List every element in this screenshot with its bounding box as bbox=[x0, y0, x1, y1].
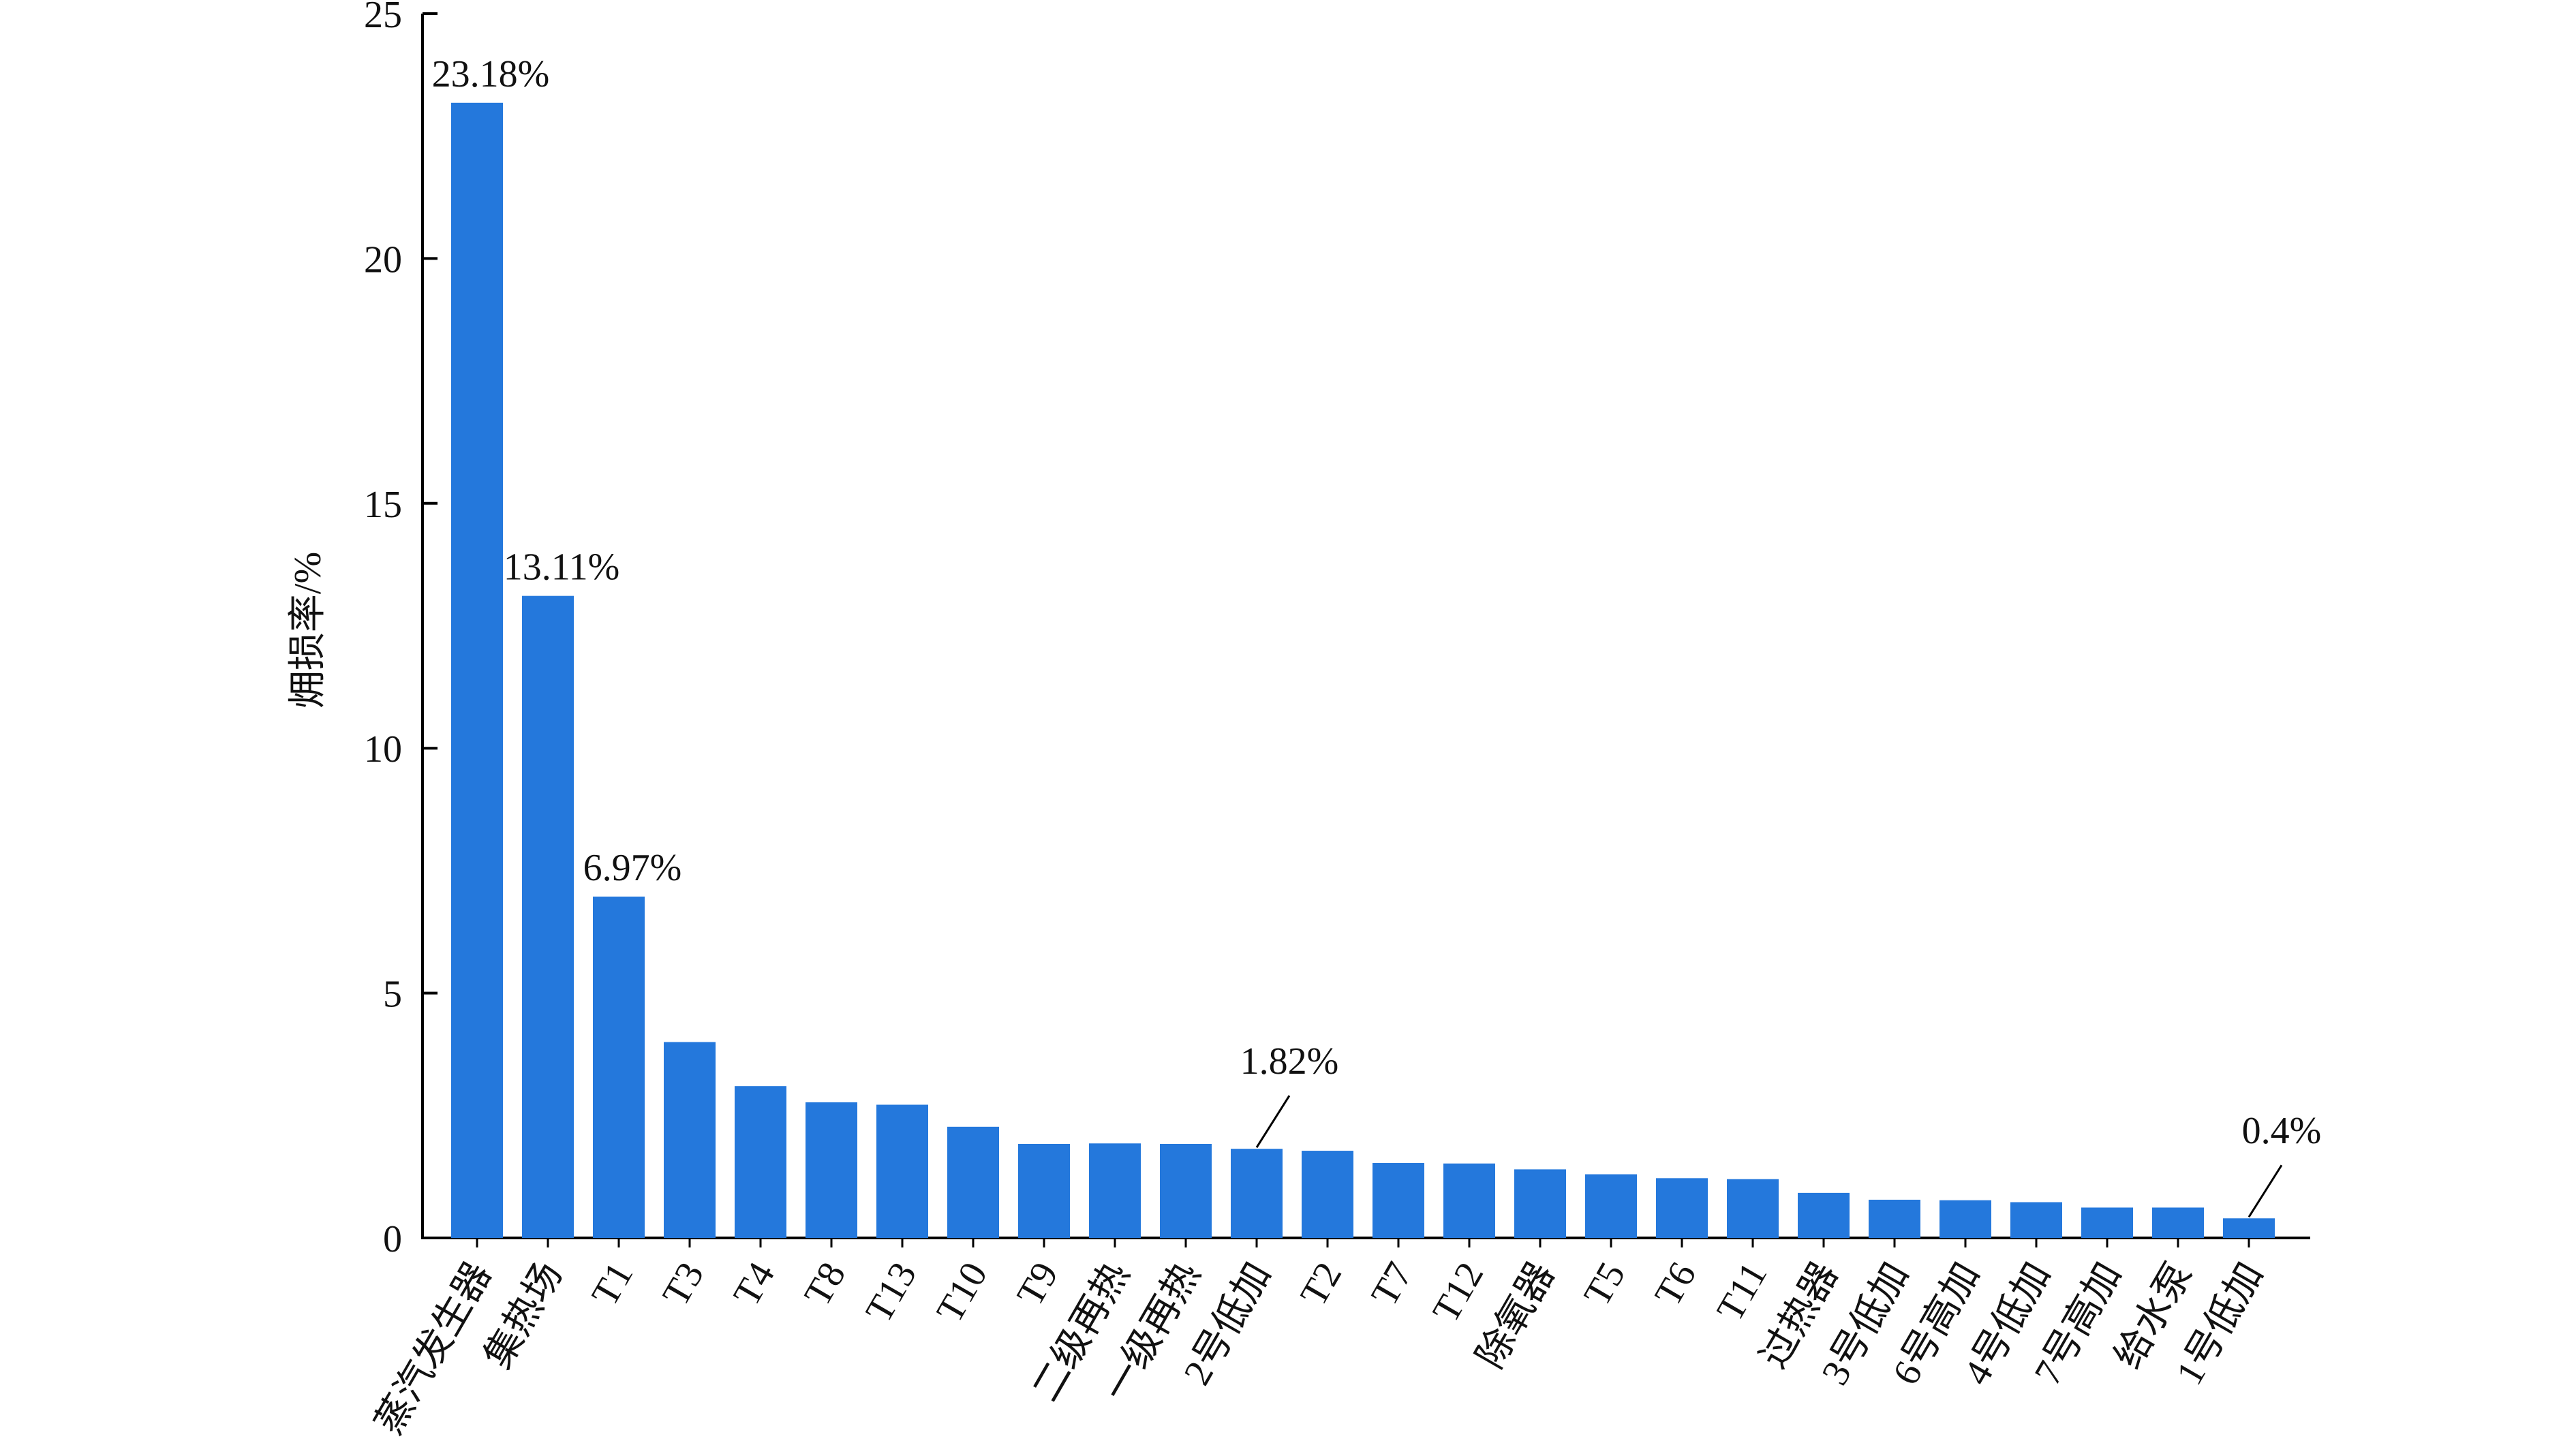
category-label: T4 bbox=[725, 1256, 783, 1314]
data-label-leader bbox=[2248, 1164, 2283, 1218]
bar bbox=[1089, 1143, 1141, 1238]
bar bbox=[1302, 1151, 1353, 1238]
data-label: 23.18% bbox=[432, 53, 550, 95]
category-label: T10 bbox=[928, 1256, 996, 1330]
category-label: T7 bbox=[1363, 1256, 1421, 1314]
category-label: T5 bbox=[1576, 1256, 1634, 1314]
data-label: 6.97% bbox=[583, 847, 682, 889]
bar bbox=[1018, 1143, 1070, 1238]
bar bbox=[947, 1126, 999, 1238]
y-tick-label: 5 bbox=[383, 974, 402, 1016]
bar bbox=[1939, 1200, 1991, 1238]
bar bbox=[806, 1102, 857, 1238]
bar bbox=[2223, 1218, 2275, 1238]
bar bbox=[1869, 1199, 1920, 1238]
category-label: T6 bbox=[1646, 1256, 1704, 1314]
y-tick-label: 10 bbox=[364, 728, 402, 771]
bar bbox=[1443, 1163, 1495, 1238]
bar bbox=[2081, 1207, 2133, 1238]
data-label: 13.11% bbox=[504, 546, 620, 589]
data-label: 1.82% bbox=[1240, 1040, 1339, 1083]
bar bbox=[593, 896, 645, 1238]
bar bbox=[1727, 1179, 1779, 1238]
y-tick-label: 15 bbox=[364, 484, 402, 526]
category-label: T1 bbox=[583, 1256, 641, 1314]
y-tick-label: 20 bbox=[364, 238, 402, 281]
bar bbox=[664, 1042, 716, 1238]
bar bbox=[1514, 1169, 1566, 1238]
category-label: T12 bbox=[1424, 1256, 1492, 1330]
bar bbox=[1798, 1192, 1850, 1238]
bar bbox=[1160, 1143, 1212, 1238]
data-label-leader bbox=[1255, 1095, 1291, 1148]
bar bbox=[522, 595, 574, 1238]
category-label: T2 bbox=[1292, 1256, 1350, 1314]
bar bbox=[1373, 1163, 1424, 1238]
bar bbox=[2010, 1202, 2062, 1238]
category-label: T9 bbox=[1009, 1256, 1067, 1314]
bar bbox=[735, 1086, 786, 1238]
bar bbox=[2152, 1207, 2204, 1238]
category-label: 蒸汽发生器 bbox=[368, 1256, 500, 1440]
bar bbox=[1585, 1174, 1637, 1238]
category-label: T11 bbox=[1708, 1256, 1775, 1329]
y-tick-label: 0 bbox=[383, 1218, 402, 1260]
category-label: T8 bbox=[796, 1256, 854, 1314]
bar bbox=[876, 1104, 928, 1238]
bars bbox=[451, 102, 2275, 1239]
bar bbox=[451, 102, 503, 1239]
data-label: 0.4% bbox=[2242, 1110, 2322, 1152]
bar bbox=[1231, 1149, 1283, 1238]
category-label: T3 bbox=[654, 1256, 712, 1314]
y-tick-label: 25 bbox=[364, 0, 402, 36]
bar bbox=[1656, 1178, 1708, 1238]
y-axis-title: 㶲损率/% bbox=[287, 552, 329, 709]
category-label: T13 bbox=[857, 1256, 925, 1330]
